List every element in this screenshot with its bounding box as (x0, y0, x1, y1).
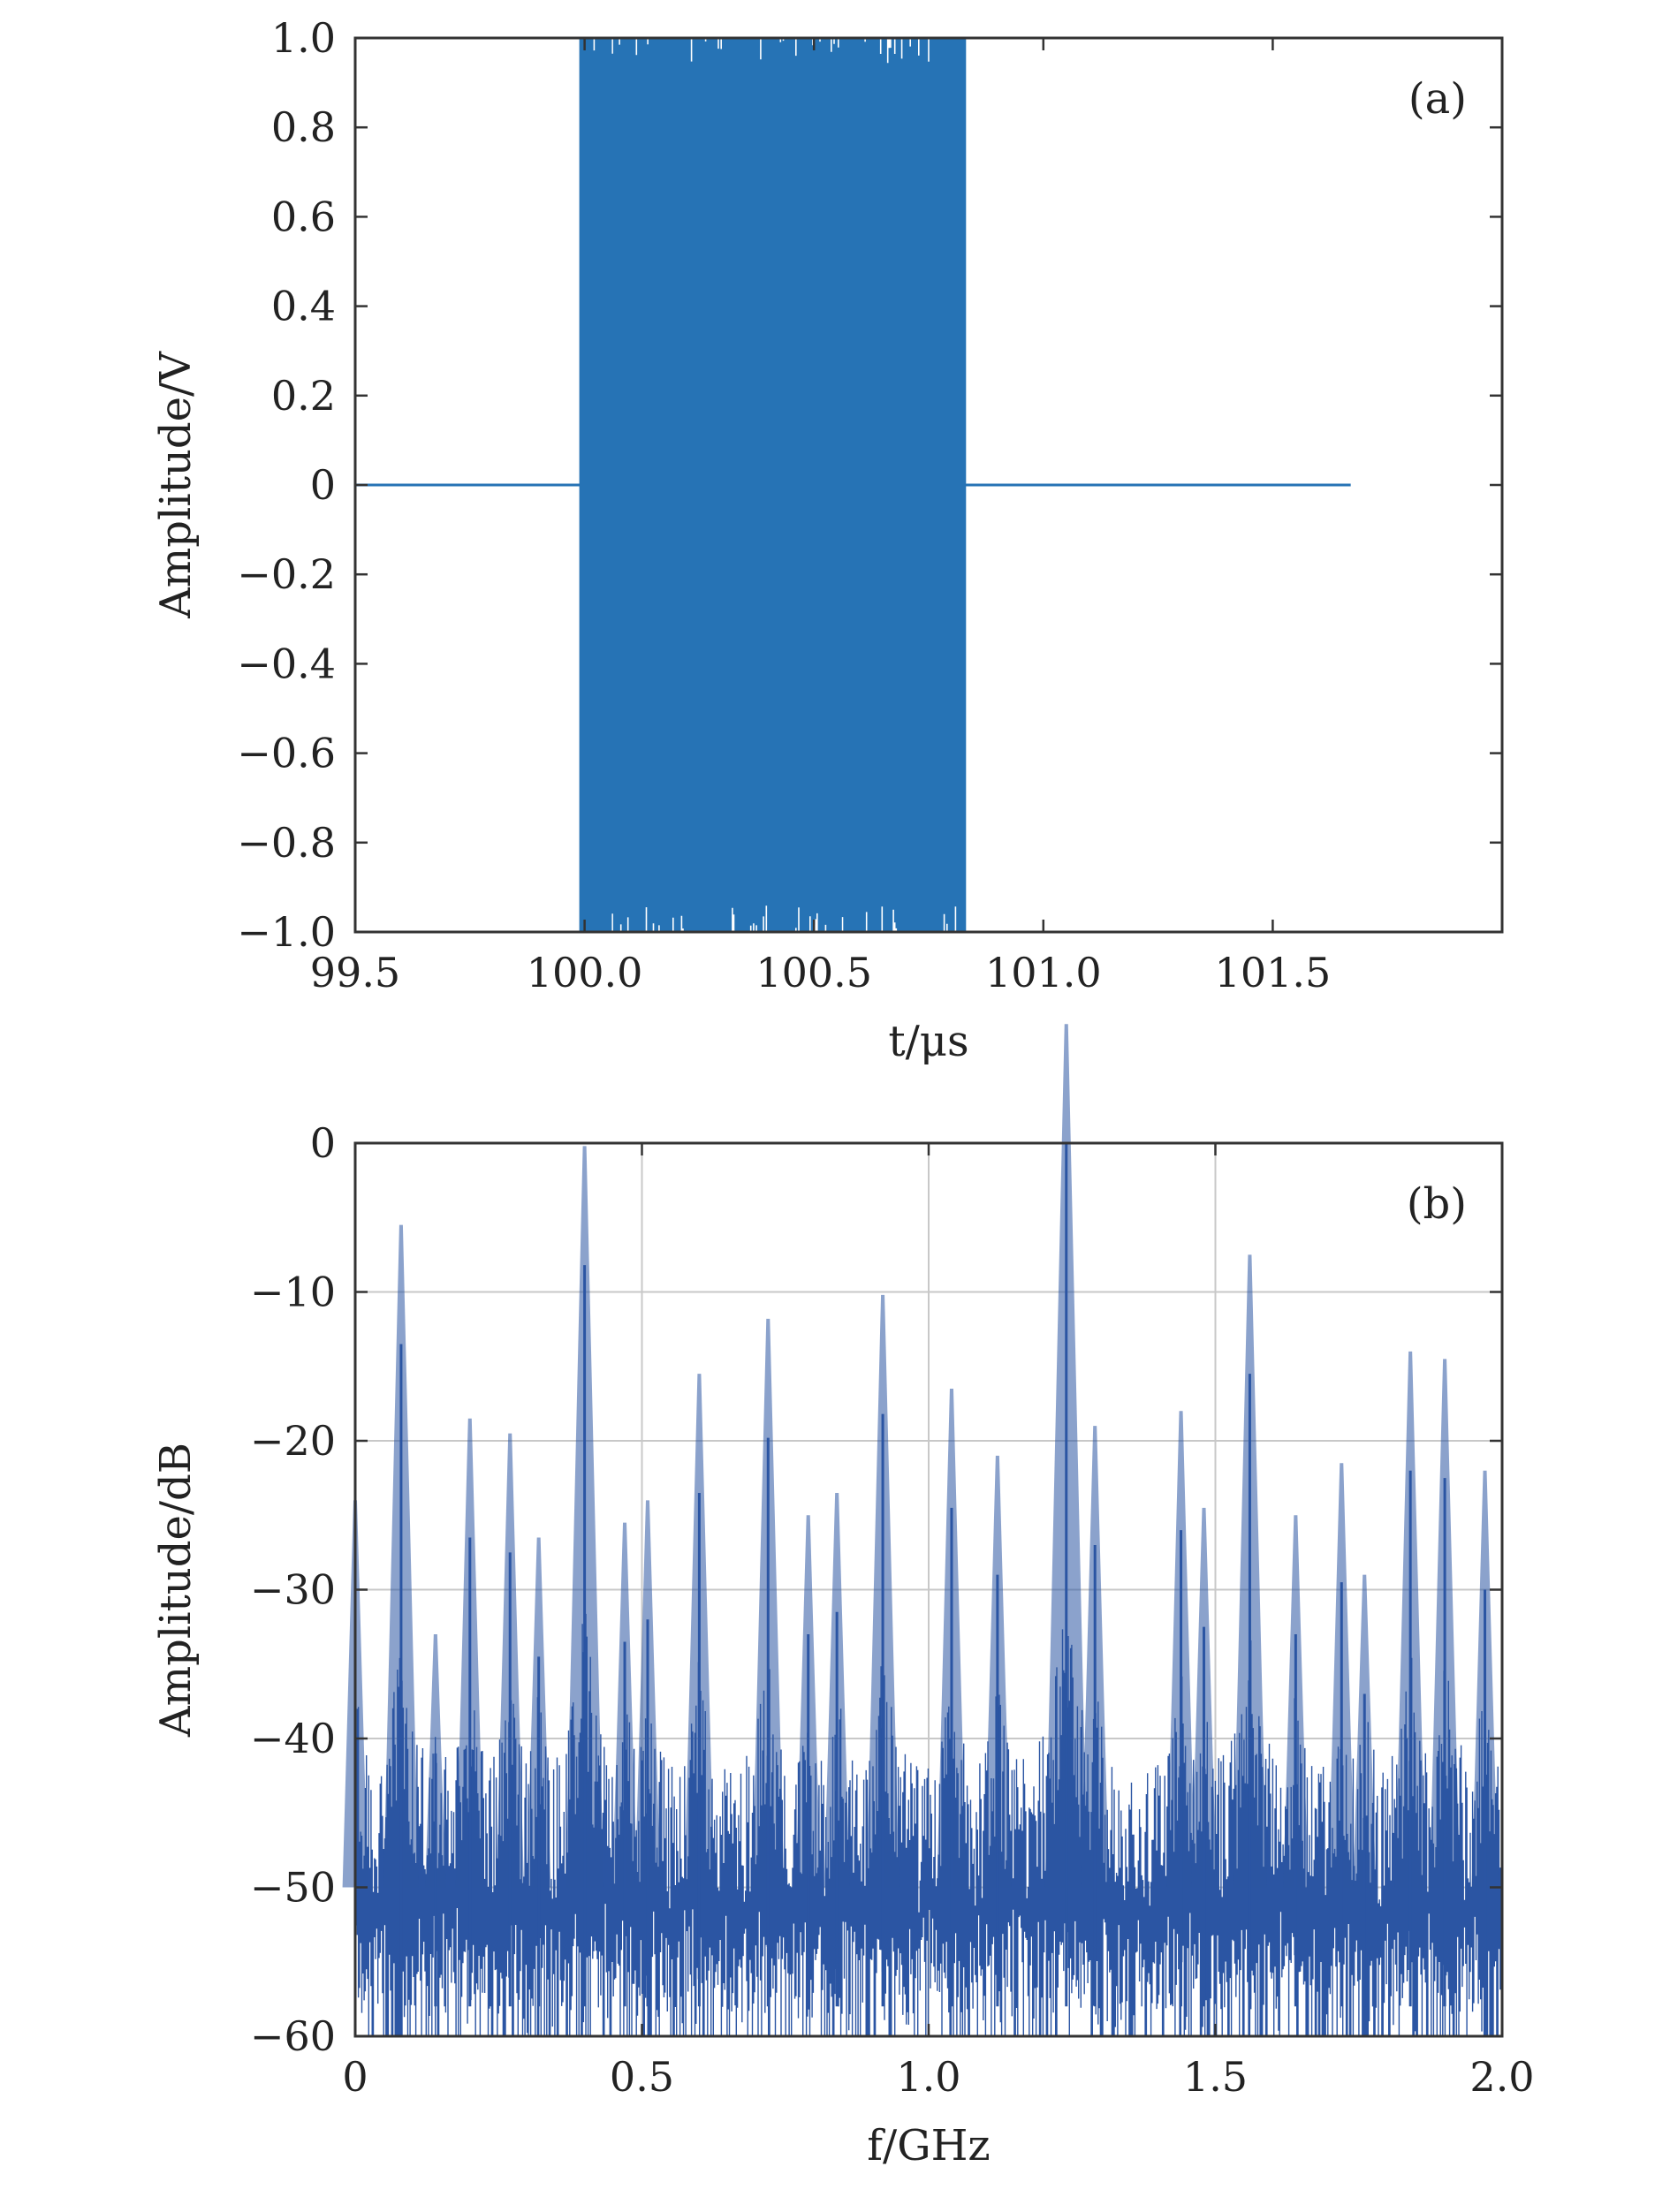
panel-a-ticks: 99.5 100.0 100.5 101.0 101.5 1.0 0.8 0.6 0.4 0.2 0… (237, 14, 1502, 996)
panel-b-spectrum: 0 0.5 1.0 1.5 2.0 0 −10 −20 −30 −40 −50 −60 (b) f/G… (151, 1024, 1535, 2170)
panel-a-label: (a) (1408, 74, 1467, 124)
a-y-tick-label: −0.6 (237, 730, 336, 777)
panel-b-y-axis-title: Amplitude/dB (151, 1443, 201, 1738)
b-x-tick-label: 1.5 (1183, 2053, 1248, 2101)
b-y-tick-label: −50 (250, 1864, 336, 1912)
panel-b-ticks: 0 0.5 1.0 1.5 2.0 0 −10 −20 −30 −40 −50 −60 (250, 1119, 1535, 2101)
a-x-tick-label: 99.5 (310, 949, 400, 996)
b-x-tick-label: 2.0 (1469, 2053, 1534, 2101)
a-y-tick-label: 0.6 (271, 193, 336, 240)
a-y-tick-label: 1.0 (271, 14, 336, 62)
a-y-tick-label: −1.0 (237, 908, 336, 956)
b-x-tick-label: 0 (342, 2053, 368, 2101)
panel-b-plot-area (342, 1024, 1501, 2036)
a-x-tick-label: 100.5 (755, 949, 872, 996)
a-y-tick-label: 0.4 (271, 283, 336, 330)
b-y-tick-label: −20 (250, 1417, 336, 1465)
b-y-tick-label: −30 (250, 1566, 336, 1614)
panel-b-label: (b) (1407, 1179, 1467, 1229)
a-x-tick-label: 100.0 (527, 949, 643, 996)
signal-burst (579, 38, 967, 932)
panel-a-x-axis-title: t/μs (888, 1017, 968, 1066)
b-y-tick-label: −10 (250, 1269, 336, 1316)
b-y-tick-label: −40 (250, 1715, 336, 1762)
a-y-tick-label: 0.2 (271, 372, 336, 420)
b-x-tick-label: 1.0 (896, 2053, 960, 2101)
a-y-tick-label: −0.8 (237, 819, 336, 867)
panel-a-plot-area (355, 38, 1351, 932)
b-y-tick-label: −60 (250, 2012, 336, 2060)
b-x-tick-label: 0.5 (610, 2053, 674, 2101)
a-x-tick-label: 101.0 (985, 949, 1102, 996)
panel-b-x-axis-title: f/GHz (867, 2121, 990, 2170)
a-y-tick-label: −0.4 (237, 640, 336, 687)
panel-a-time-signal: 99.5 100.0 100.5 101.0 101.5 1.0 0.8 0.6 0.4 0.2 0… (151, 14, 1504, 1066)
panel-a-y-axis-title: Amplitude/V (151, 351, 201, 619)
a-y-tick-label: −0.2 (237, 550, 336, 598)
b-y-tick-label: 0 (310, 1119, 336, 1167)
a-y-tick-label: 0 (310, 461, 336, 509)
a-y-tick-label: 0.8 (271, 103, 336, 151)
a-x-tick-label: 101.5 (1215, 949, 1332, 996)
